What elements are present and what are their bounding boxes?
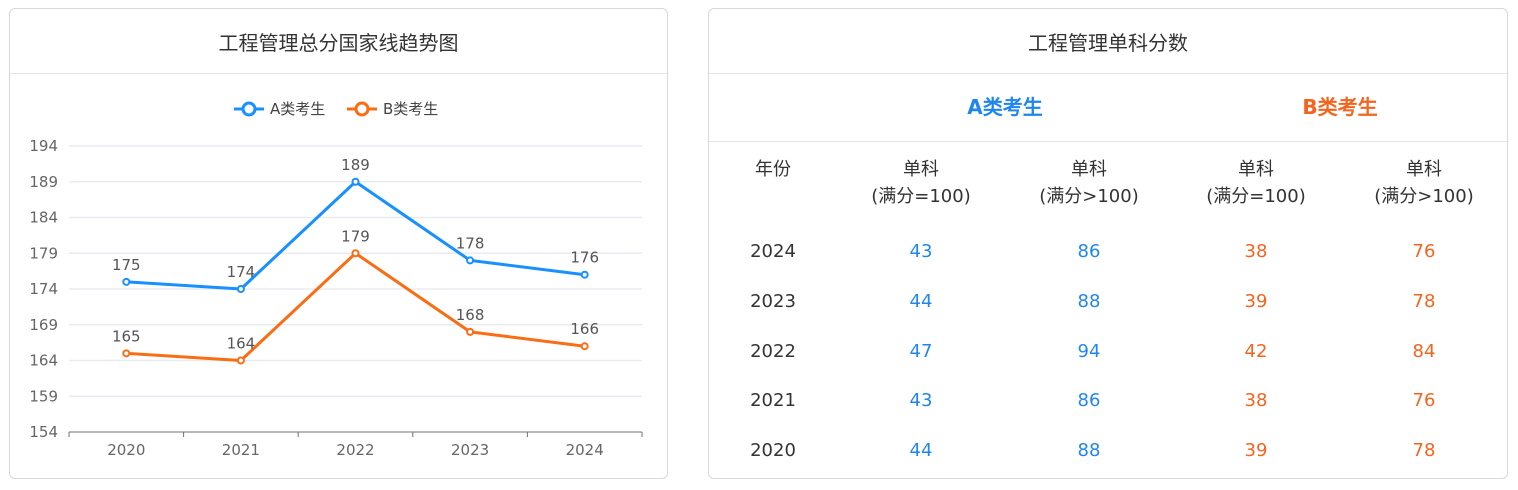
legend-marker-0 <box>241 101 257 117</box>
header-col1: 单科 (满分=100) <box>846 156 996 210</box>
data-label: 164 <box>227 335 256 353</box>
data-label: 166 <box>570 320 599 338</box>
table-cell-b1: 42 <box>1244 340 1268 362</box>
table-cell-a2: 86 <box>1077 241 1101 262</box>
table-cell-year: 2023 <box>750 290 796 312</box>
data-label: 189 <box>341 156 370 174</box>
table-cell-a1: 44 <box>909 290 933 312</box>
table-cell-b2: 76 <box>1412 241 1436 262</box>
data-label: 174 <box>227 263 256 281</box>
header-col2: 单科 (满分>100) <box>1014 156 1164 210</box>
data-label: 178 <box>456 234 485 252</box>
data-point <box>580 342 589 351</box>
x-tick-label: 2024 <box>566 441 604 459</box>
y-tick-label: 194 <box>29 137 58 155</box>
table-cell-b1: 38 <box>1244 390 1268 412</box>
chart-title: 工程管理总分国家线趋势图 <box>10 9 667 74</box>
group-a-label: A类考生 <box>967 95 1043 119</box>
data-point <box>580 270 589 279</box>
table-cell-b1: 38 <box>1244 241 1268 262</box>
data-label: 165 <box>112 327 141 345</box>
data-point <box>466 327 475 336</box>
data-point <box>236 285 245 293</box>
header-col3-line2: (满分=100) <box>1206 186 1306 207</box>
data-label: 179 <box>341 227 370 245</box>
table-cell-a1: 43 <box>909 241 933 262</box>
data-label: 176 <box>570 249 599 267</box>
table-cell-a2: 88 <box>1077 440 1101 462</box>
data-label: 175 <box>112 256 141 274</box>
group-b-label: B类考生 <box>1302 95 1378 119</box>
table-cell-year: 2021 <box>750 390 796 412</box>
data-label: 168 <box>456 306 485 324</box>
table-title: 工程管理单科分数 <box>709 9 1507 74</box>
y-tick-label: 164 <box>29 352 58 370</box>
data-point <box>122 349 131 358</box>
legend-marker-1 <box>354 101 370 117</box>
data-point <box>351 177 360 186</box>
table-cell-b2: 84 <box>1412 340 1436 362</box>
header-year: 年份 <box>755 159 791 180</box>
table-cell-a1: 43 <box>909 390 933 412</box>
data-point <box>351 249 360 258</box>
header-col1-line1: 单科 <box>903 159 939 180</box>
series-line-1 <box>126 251 585 362</box>
data-point <box>236 356 245 365</box>
table-cell-a1: 47 <box>909 340 933 362</box>
y-tick-label: 174 <box>29 280 58 298</box>
data-point <box>122 277 131 286</box>
header-col1-line2: (满分=100) <box>871 186 971 207</box>
table-cell-b2: 78 <box>1412 440 1436 462</box>
table-cell-b2: 78 <box>1412 290 1436 312</box>
table-cell-a2: 94 <box>1077 340 1101 362</box>
header-col4-line2: (满分>100) <box>1374 186 1474 207</box>
trend-chart-card: 工程管理总分国家线趋势图 154 159 164 169 174 179 184 189 194… <box>9 8 668 479</box>
data-point <box>466 256 475 265</box>
table-cell-a2: 88 <box>1077 290 1101 312</box>
x-tick-label: 2020 <box>107 441 145 459</box>
group-header-row: A类考生 B类考生 <box>709 74 1507 142</box>
y-tick-label: 159 <box>29 387 58 405</box>
y-tick-label: 154 <box>29 423 58 441</box>
x-tick-label: 2023 <box>451 441 489 459</box>
single-subject-card: 工程管理单科分数 A类考生 B类考生 年份 单科 (满分=100) 单科 (满分… <box>708 8 1508 479</box>
header-col3: 单科 (满分=100) <box>1181 156 1331 210</box>
y-tick-label: 169 <box>29 316 58 334</box>
header-col2-line2: (满分>100) <box>1039 186 1139 207</box>
table-cell-year: 2022 <box>750 340 796 362</box>
table-cell-b2: 76 <box>1412 390 1436 412</box>
table-cell-b1: 39 <box>1244 440 1268 462</box>
y-tick-label: 179 <box>29 244 58 262</box>
line-chart: 154 159 164 169 174 179 184 189 194 2020 2021 2022 2… <box>29 100 643 459</box>
table-cell-b1: 39 <box>1244 290 1268 312</box>
table-cell-a2: 86 <box>1077 390 1101 412</box>
table-cell-year: 2020 <box>750 440 796 462</box>
header-col3-line1: 单科 <box>1238 159 1274 180</box>
header-col2-line1: 单科 <box>1071 159 1107 180</box>
legend-label-0: A类考生 <box>270 100 325 118</box>
y-tick-label: 189 <box>29 173 58 191</box>
header-col4-line1: 单科 <box>1406 159 1442 180</box>
x-tick-label: 2022 <box>336 441 374 459</box>
table-cell-year: 2024 <box>750 241 796 262</box>
table-cell-a1: 44 <box>909 440 933 462</box>
y-tick-label: 184 <box>29 209 58 227</box>
legend-label-1: B类考生 <box>383 100 438 118</box>
x-tick-label: 2021 <box>222 441 260 459</box>
header-col4: 单科 (满分>100) <box>1349 156 1499 210</box>
